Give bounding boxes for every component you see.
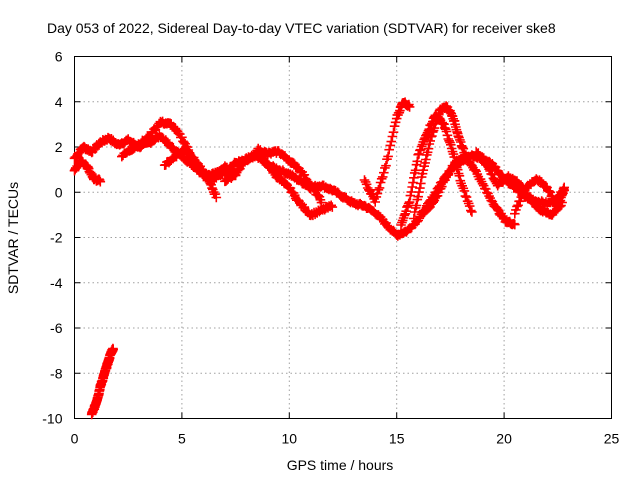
- x-tick-label: 10: [282, 431, 298, 447]
- series-arc-m: [510, 174, 569, 219]
- data-point-markers: [86, 343, 118, 420]
- x-tick-label: 25: [604, 431, 620, 447]
- data-point-markers: [510, 174, 569, 219]
- y-axis-label: SDTVAR / TECUs: [5, 182, 21, 294]
- data-point-markers: [69, 155, 106, 187]
- x-tick-label: 15: [389, 431, 405, 447]
- y-tick-label: -6: [50, 320, 63, 336]
- y-tick-label: -8: [50, 365, 63, 381]
- series-arc-k: [417, 150, 520, 230]
- data-point-markers: [359, 97, 415, 207]
- data-point-markers: [396, 110, 477, 230]
- y-tick-label: 4: [55, 94, 63, 110]
- axis-ticks: [74, 56, 612, 419]
- y-tick-label: -2: [50, 230, 63, 246]
- x-tick-label: 0: [71, 431, 79, 447]
- x-tick-label: 20: [496, 431, 512, 447]
- x-axis-tick-labels: 0 5 10 15 20 25: [71, 431, 620, 447]
- data-points: [69, 97, 569, 420]
- data-point-markers: [409, 101, 473, 224]
- y-tick-label: 6: [55, 49, 63, 65]
- y-tick-label: 2: [55, 139, 63, 155]
- y-tick-label: 0: [55, 184, 63, 200]
- grid-lines: [74, 56, 612, 419]
- x-axis-label: GPS time / hours: [287, 457, 394, 473]
- series-arc-b: [69, 155, 106, 187]
- series-arc-e: [159, 144, 222, 203]
- data-point-markers: [220, 148, 338, 221]
- series-arc-f: [220, 148, 338, 221]
- y-axis-tick-labels: -10 -8 -6 -4 -2 0 2 4 6: [42, 49, 62, 427]
- data-point-markers: [159, 144, 222, 203]
- y-tick-label: -4: [50, 275, 63, 291]
- series-arc-g: [252, 143, 327, 208]
- series-arc-c: [86, 343, 118, 420]
- data-point-markers: [252, 143, 327, 208]
- series-arc-j: [409, 101, 473, 224]
- chart-title: Day 053 of 2022, Sidereal Day-to-day VTE…: [47, 20, 556, 36]
- plot-frame: [74, 56, 612, 419]
- x-tick-label: 5: [178, 431, 186, 447]
- y-tick-label: -10: [42, 411, 62, 427]
- series-arc-h: [359, 97, 415, 207]
- data-point-markers: [417, 150, 520, 230]
- series-arc-i: [396, 110, 477, 230]
